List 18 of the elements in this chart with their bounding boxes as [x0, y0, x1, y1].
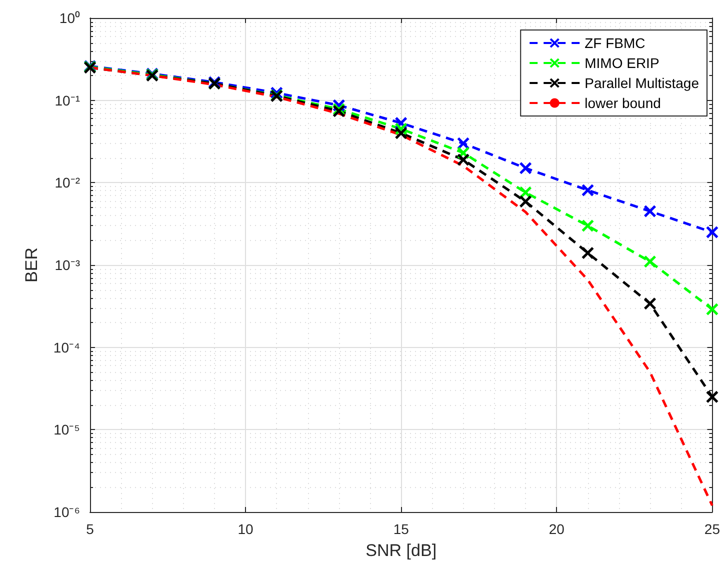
y-tick-label: 10⁻¹ — [54, 92, 80, 108]
x-tick-label: 10 — [238, 521, 254, 537]
y-tick-label: 10⁻⁴ — [53, 339, 80, 356]
x-tick-label: 25 — [704, 521, 720, 537]
y-axis-title: BER — [22, 248, 41, 282]
x-tick-label: 5 — [86, 521, 94, 537]
y-tick-label: 10⁰ — [59, 10, 80, 26]
y-tick-label: 10⁻⁵ — [54, 422, 80, 438]
y-tick-label: 10⁻³ — [54, 257, 80, 273]
y-tick-label: 10⁻⁶ — [54, 504, 80, 520]
legend-label: ZF FBMC — [584, 35, 646, 51]
legend-label: lower bound — [584, 95, 661, 111]
legend-label: Parallel Multistage — [584, 75, 700, 91]
y-tick-label: 10⁻² — [54, 174, 80, 191]
legend-label: MIMO ERIP — [584, 55, 660, 71]
x-tick-label: 20 — [548, 521, 565, 537]
x-axis-title: SNR [dB] — [366, 541, 437, 560]
x-tick-label: 15 — [393, 521, 410, 537]
